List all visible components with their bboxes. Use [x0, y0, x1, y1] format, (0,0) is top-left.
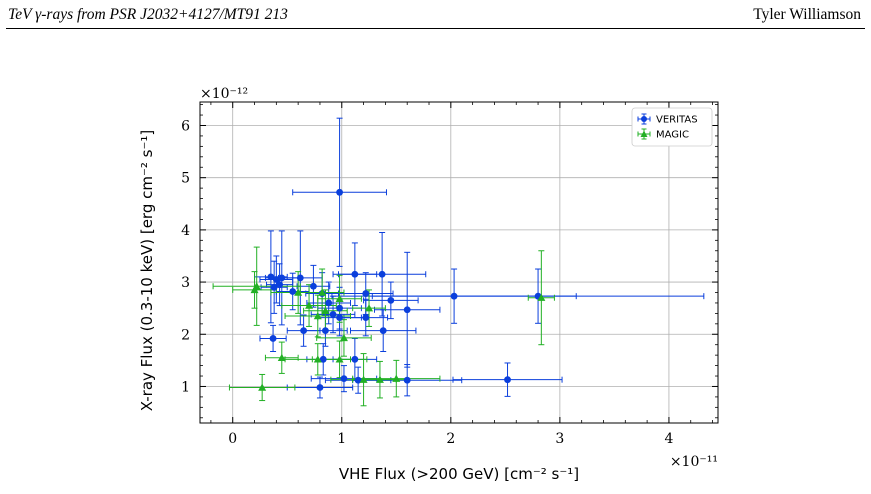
veritas-point — [362, 290, 370, 297]
x-tick-label: 3 — [555, 431, 564, 447]
veritas-point — [269, 335, 277, 342]
veritas-point — [267, 273, 275, 281]
page-header-title: TeV γ-rays from PSR J2032+4127/MT91 213 — [8, 6, 288, 23]
magic-point — [339, 333, 348, 342]
magic-point — [277, 353, 286, 361]
veritas-point — [336, 188, 343, 196]
magic-point — [392, 374, 401, 382]
magic-point — [258, 383, 267, 391]
veritas-point — [310, 282, 317, 290]
grid-layer — [200, 102, 718, 423]
y-tick-label: 1 — [181, 379, 190, 395]
veritas-point — [329, 311, 337, 318]
veritas-point — [403, 376, 411, 384]
legend-label: VERITAS — [656, 115, 698, 126]
axes-layer: 0 1 2 3 4 1 2 3 4 5 6 — [181, 102, 718, 447]
veritas-point — [319, 355, 327, 363]
y-tick-label: 3 — [181, 275, 190, 291]
x-tick-label: 4 — [664, 431, 673, 447]
magic-point — [313, 312, 322, 320]
veritas-point — [340, 375, 348, 383]
veritas-point — [336, 304, 343, 312]
plot-frame — [199, 101, 719, 424]
veritas-point — [296, 274, 304, 282]
veritas-point — [379, 327, 387, 335]
magic-point — [335, 294, 344, 302]
veritas-point — [504, 376, 511, 384]
veritas-point — [354, 376, 362, 384]
veritas-point — [450, 292, 458, 300]
veritas-point — [316, 384, 324, 391]
y-axis-label: X-ray Flux (0.3-10 keV) [erg cm⁻² s⁻¹] — [138, 130, 156, 412]
veritas-point — [351, 355, 359, 363]
veritas-point — [322, 327, 329, 335]
x-tick-label: 1 — [337, 431, 346, 447]
veritas-point — [325, 299, 333, 307]
chart-legend: VERITAS MAGIC — [631, 107, 713, 147]
y-tick-label: 4 — [181, 223, 190, 239]
magic-point — [335, 355, 344, 363]
veritas-point — [351, 270, 359, 278]
y-tick-label: 5 — [181, 171, 190, 187]
magic-point — [359, 375, 368, 383]
markers-layer — [250, 188, 546, 391]
magic-point — [318, 288, 327, 296]
magic-point — [294, 288, 303, 296]
page-header-author: Tyler Williamson — [753, 6, 861, 23]
veritas-point — [270, 283, 278, 291]
magic-point — [313, 355, 322, 363]
magic-point — [250, 285, 259, 294]
magic-point — [537, 293, 546, 301]
magic-point — [321, 306, 330, 314]
header-rule — [6, 28, 865, 29]
veritas-point — [289, 288, 297, 295]
veritas-point — [300, 327, 307, 335]
veritas-point — [276, 281, 284, 289]
x-tick-label: 0 — [228, 431, 237, 447]
x-tick-label: 2 — [446, 431, 455, 447]
error-bars-layer — [212, 117, 705, 407]
x-axis-label: VHE Flux (>200 GeV) [cm⁻² s⁻¹] — [339, 465, 579, 483]
veritas-point — [336, 314, 343, 321]
legend-box — [631, 107, 713, 147]
y-tick-label: 6 — [181, 118, 190, 134]
y-axis-multiplier: ×10⁻¹² — [200, 86, 248, 102]
veritas-point — [403, 306, 411, 314]
x-axis-multiplier: ×10⁻¹¹ — [670, 454, 718, 470]
veritas-point — [278, 274, 286, 282]
legend-label: MAGIC — [656, 130, 689, 141]
magic-point — [375, 375, 384, 383]
magic-point — [365, 304, 374, 312]
veritas-point — [387, 296, 395, 304]
veritas-point — [272, 276, 280, 283]
veritas-point — [362, 314, 370, 321]
y-tick-label: 2 — [181, 327, 190, 343]
veritas-point — [378, 270, 386, 278]
magic-point — [305, 301, 314, 309]
